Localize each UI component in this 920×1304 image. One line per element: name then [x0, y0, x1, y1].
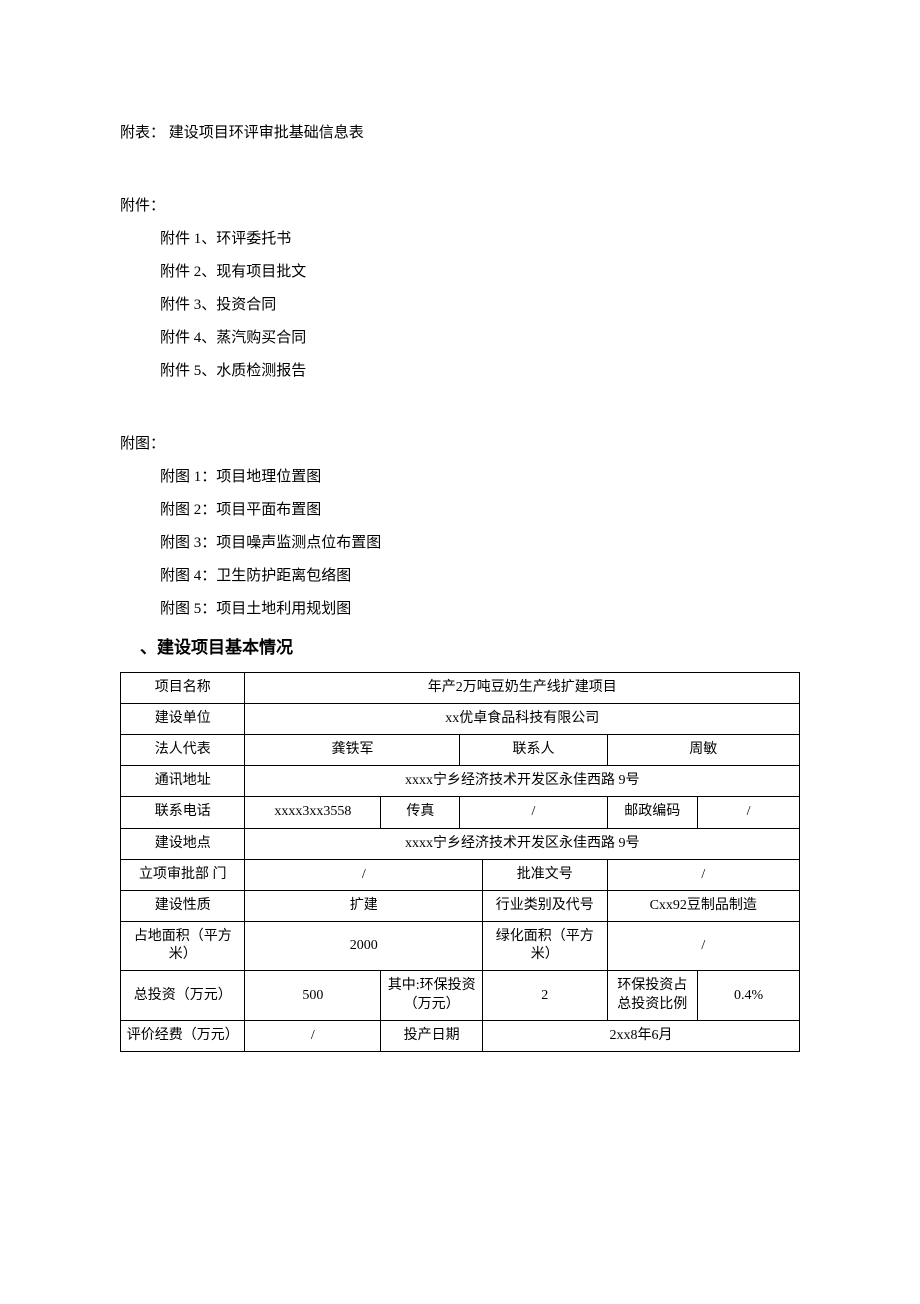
cell-value: 2 [483, 971, 607, 1020]
cell-value: / [245, 1020, 381, 1051]
cell-value: 年产2万吨豆奶生产线扩建项目 [245, 672, 800, 703]
cell-value: xx优卓食品科技有限公司 [245, 703, 800, 734]
table-row: 立项审批部 门 / 批准文号 / [121, 859, 800, 890]
cell-label: 投产日期 [381, 1020, 483, 1051]
cell-label: 联系人 [460, 734, 607, 765]
cell-label: 立项审批部 门 [121, 859, 245, 890]
cell-label: 环保投资占总投资比例 [607, 971, 698, 1020]
figure-item: 附图 1：项目地理位置图 [120, 464, 800, 491]
cell-value: 扩建 [245, 890, 483, 921]
attachment-item: 附件 4、蒸汽购买合同 [120, 325, 800, 352]
cell-label: 批准文号 [483, 859, 607, 890]
cell-value: / [607, 859, 799, 890]
figure-item: 附图 3：项目噪声监测点位布置图 [120, 530, 800, 557]
table-row: 建设单位 xx优卓食品科技有限公司 [121, 703, 800, 734]
table-row: 项目名称 年产2万吨豆奶生产线扩建项目 [121, 672, 800, 703]
cell-label: 建设单位 [121, 703, 245, 734]
table-row: 通讯地址 xxxx宁乡经济技术开发区永佳西路 9号 [121, 766, 800, 797]
attachment-item: 附件 3、投资合同 [120, 292, 800, 319]
cell-label: 行业类别及代号 [483, 890, 607, 921]
cell-value: xxxx宁乡经济技术开发区永佳西路 9号 [245, 766, 800, 797]
attachment-item: 附件 5、水质检测报告 [120, 358, 800, 385]
cell-label: 其中:环保投资（万元） [381, 971, 483, 1020]
section-header: 、建设项目基本情况 [140, 633, 800, 664]
cell-value: / [460, 797, 607, 828]
cell-value: / [607, 922, 799, 971]
attachment-item: 附件 1、环评委托书 [120, 226, 800, 253]
cell-label: 联系电话 [121, 797, 245, 828]
attachments-heading: 附件： [120, 193, 800, 220]
cell-value: xxxx宁乡经济技术开发区永佳西路 9号 [245, 828, 800, 859]
cell-label: 绿化面积（平方米） [483, 922, 607, 971]
table-row: 占地面积（平方米） 2000 绿化面积（平方米） / [121, 922, 800, 971]
cell-value: 2xx8年6月 [483, 1020, 800, 1051]
cell-value: 500 [245, 971, 381, 1020]
table-row: 联系电话 xxxx3xx3558 传真 / 邮政编码 / [121, 797, 800, 828]
cell-label: 邮政编码 [607, 797, 698, 828]
cell-label: 项目名称 [121, 672, 245, 703]
table-row: 法人代表 龚铁军 联系人 周敏 [121, 734, 800, 765]
cell-label: 评价经费（万元） [121, 1020, 245, 1051]
cell-value: / [698, 797, 800, 828]
cell-value: 龚铁军 [245, 734, 460, 765]
cell-value: / [245, 859, 483, 890]
cell-value: Cxx92豆制品制造 [607, 890, 799, 921]
project-info-table: 项目名称 年产2万吨豆奶生产线扩建项目 建设单位 xx优卓食品科技有限公司 法人… [120, 672, 800, 1052]
cell-label: 占地面积（平方米） [121, 922, 245, 971]
cell-value: 2000 [245, 922, 483, 971]
table-row: 建设地点 xxxx宁乡经济技术开发区永佳西路 9号 [121, 828, 800, 859]
cell-label: 建设地点 [121, 828, 245, 859]
table-row: 评价经费（万元） / 投产日期 2xx8年6月 [121, 1020, 800, 1051]
figure-item: 附图 4：卫生防护距离包络图 [120, 563, 800, 590]
cell-label: 总投资（万元） [121, 971, 245, 1020]
attachment-item: 附件 2、现有项目批文 [120, 259, 800, 286]
figures-heading: 附图： [120, 431, 800, 458]
cell-value: 0.4% [698, 971, 800, 1020]
cell-label: 建设性质 [121, 890, 245, 921]
cell-value: xxxx3xx3558 [245, 797, 381, 828]
cell-value: 周敏 [607, 734, 799, 765]
cell-label: 法人代表 [121, 734, 245, 765]
appendix-table-title: 附表： 建设项目环评审批基础信息表 [120, 120, 800, 147]
table-row: 总投资（万元） 500 其中:环保投资（万元） 2 环保投资占总投资比例 0.4… [121, 971, 800, 1020]
cell-label: 传真 [381, 797, 460, 828]
figure-item: 附图 2：项目平面布置图 [120, 497, 800, 524]
figure-item: 附图 5：项目土地利用规划图 [120, 596, 800, 623]
table-row: 建设性质 扩建 行业类别及代号 Cxx92豆制品制造 [121, 890, 800, 921]
cell-label: 通讯地址 [121, 766, 245, 797]
